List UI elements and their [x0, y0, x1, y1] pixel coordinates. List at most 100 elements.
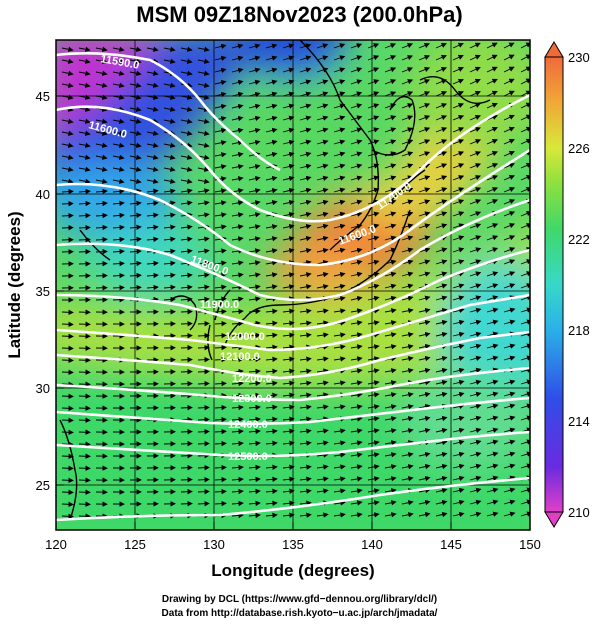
wind-vector [61, 489, 74, 495]
wind-vector [401, 91, 414, 97]
wind-vector [248, 512, 261, 519]
wind-vector [197, 82, 210, 88]
wind-vector [163, 166, 176, 172]
wind-vector [367, 320, 380, 326]
wind-vector [180, 477, 193, 483]
wind-vector [214, 344, 227, 351]
wind-vector [452, 451, 465, 458]
wind-vector [163, 236, 176, 242]
wind-vector [435, 271, 448, 277]
wind-vector [214, 127, 227, 134]
wind-vector [350, 380, 363, 386]
wind-vector [469, 247, 482, 253]
wind-vector [316, 271, 329, 278]
wind-vector [350, 175, 363, 181]
wind-vector [61, 369, 74, 375]
wind-vector [503, 223, 516, 229]
wind-vector [61, 309, 74, 315]
wind-vector [401, 235, 414, 241]
wind-vector [299, 247, 312, 254]
wind-vector [299, 440, 312, 446]
wind-vector [350, 512, 363, 518]
wind-vector [452, 499, 465, 506]
wind-vector [435, 319, 448, 326]
wind-vector [452, 307, 465, 314]
wind-vector [384, 428, 397, 434]
wind-vector [180, 453, 193, 459]
wind-vector [214, 248, 227, 254]
wind-vector [214, 140, 227, 146]
wind-vector [469, 259, 482, 265]
wind-vector [452, 511, 465, 518]
wind-vector [350, 127, 363, 133]
wind-vector [282, 356, 295, 362]
wind-vector [452, 355, 465, 362]
wind-vector [418, 127, 431, 133]
wind-vector [350, 199, 363, 205]
wind-vector [214, 464, 227, 471]
wind-vector [333, 151, 346, 157]
wind-vector [452, 247, 465, 253]
wind-vector [180, 248, 193, 254]
wind-vector [95, 70, 108, 76]
x-tick-label: 140 [361, 537, 383, 552]
wind-vector [435, 415, 448, 422]
wind-vector [367, 259, 380, 265]
wind-vector [265, 512, 278, 518]
wind-vector [486, 307, 499, 313]
wind-vector [197, 356, 210, 363]
wind-vector [418, 91, 431, 97]
wind-vector [503, 259, 516, 265]
wind-vector [401, 43, 414, 49]
wind-vector [350, 43, 363, 49]
wind-vector [112, 178, 125, 184]
wind-vector [418, 475, 431, 482]
wind-vector [384, 247, 397, 253]
wind-vector [435, 199, 448, 205]
wind-vector [384, 512, 397, 518]
wind-vector [299, 320, 312, 326]
wind-vector [452, 259, 465, 265]
wind-vector [350, 187, 363, 193]
y-tick-label: 25 [36, 478, 50, 493]
wind-vector [333, 67, 346, 73]
wind-vector [248, 164, 261, 170]
wind-vector [503, 150, 515, 157]
wind-vector [418, 427, 431, 434]
wind-vector [282, 512, 295, 518]
wind-vector [469, 66, 481, 73]
wind-vector [146, 130, 159, 136]
wind-vector [333, 428, 346, 434]
wind-vector [350, 115, 363, 121]
wind-vector [333, 115, 346, 121]
wind-vector [129, 200, 142, 206]
wind-vector [146, 212, 159, 218]
wind-vector [265, 404, 278, 410]
wind-vector [316, 356, 329, 362]
wind-vector [231, 488, 244, 495]
wind-vector [112, 188, 125, 195]
wind-vector [333, 464, 346, 470]
wind-vector [367, 283, 380, 290]
wind-vector [248, 212, 261, 218]
wind-vector [469, 127, 481, 133]
wind-vector [333, 175, 346, 181]
wind-vector [78, 154, 91, 160]
wind-vector [469, 78, 481, 85]
wind-vector [333, 139, 346, 145]
wind-vector [435, 223, 448, 229]
wind-vector [333, 223, 346, 230]
wind-vector [367, 356, 380, 362]
wind-vector [384, 139, 397, 145]
wind-vector [197, 284, 210, 290]
wind-vector [452, 151, 465, 157]
colorbar-tick-label: 210 [568, 505, 590, 520]
wind-vector [486, 175, 499, 181]
wind-vector [435, 451, 448, 458]
wind-vector [435, 355, 448, 362]
wind-vector [248, 476, 261, 483]
contour-label: 12300.0 [232, 393, 272, 405]
wind-vector [248, 260, 261, 266]
wind-vector [231, 440, 244, 447]
wind-vector [231, 212, 244, 218]
